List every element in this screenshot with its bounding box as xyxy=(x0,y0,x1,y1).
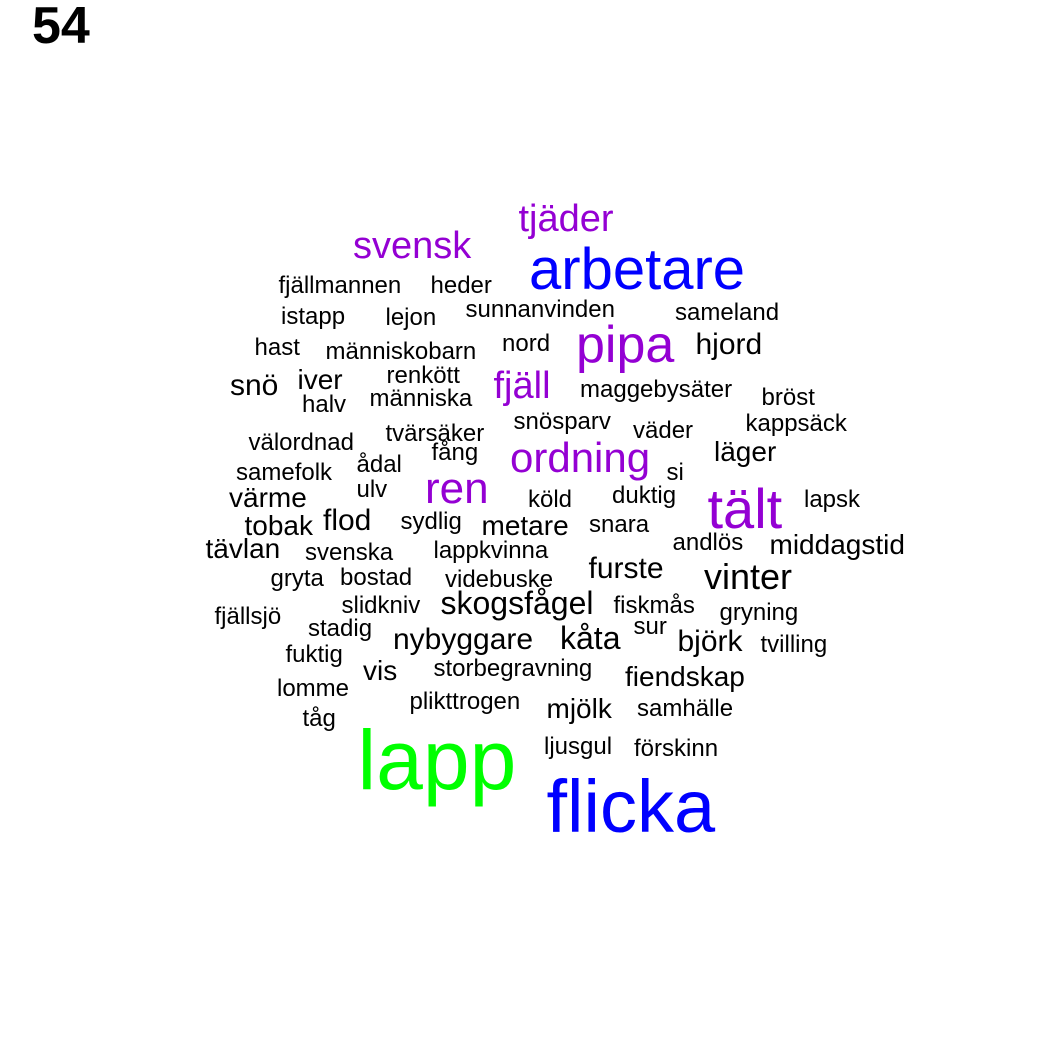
word-2: arbetare xyxy=(529,237,746,302)
word-8: sameland xyxy=(675,299,780,326)
word-6: lejon xyxy=(385,304,437,331)
page-number-label: 54 xyxy=(32,0,90,55)
word-75: lapp xyxy=(357,713,517,807)
word-32: si xyxy=(666,459,684,486)
word-38: tält xyxy=(707,477,783,540)
word-29: läger xyxy=(714,436,777,467)
word-47: tävlan xyxy=(205,533,281,564)
word-48: svenska xyxy=(305,539,394,566)
word-11: nord xyxy=(502,330,551,357)
word-9: hast xyxy=(254,334,300,361)
word-58: gryning xyxy=(719,599,799,626)
word-65: tvilling xyxy=(760,631,828,658)
word-74: tåg xyxy=(302,705,336,732)
word-3: fjällmannen xyxy=(278,272,402,299)
word-53: bostad xyxy=(340,564,413,591)
word-54: videbuske xyxy=(445,566,554,593)
word-18: maggebysäter xyxy=(580,376,733,403)
word-42: sydlig xyxy=(400,508,462,535)
word-24: välordnad xyxy=(248,429,354,456)
word-62: kåta xyxy=(560,620,621,656)
word-77: förskinn xyxy=(634,735,719,762)
word-17: fjäll xyxy=(493,365,551,407)
word-49: lappkvinna xyxy=(433,537,549,564)
word-33: värme xyxy=(229,482,307,513)
word-13: hjord xyxy=(695,328,763,361)
word-69: fiendskap xyxy=(625,661,745,692)
word-44: snara xyxy=(589,511,650,538)
word-76: ljusgul xyxy=(544,733,613,760)
word-25: tvärsäker xyxy=(385,420,485,447)
word-4: heder xyxy=(430,272,492,299)
word-63: sur xyxy=(633,613,667,640)
word-55: slidkniv xyxy=(341,592,421,619)
word-66: fuktig xyxy=(285,641,343,668)
word-51: vinter xyxy=(704,556,793,597)
word-0: tjäder xyxy=(518,198,614,240)
word-70: lomme xyxy=(277,675,350,702)
word-5: istapp xyxy=(281,303,346,330)
word-30: samefolk xyxy=(236,459,333,486)
word-45: andlös xyxy=(672,529,744,556)
word-67: vis xyxy=(363,655,398,686)
word-28: ordning xyxy=(510,434,651,481)
word-59: fjällsjö xyxy=(214,603,282,630)
word-39: lapsk xyxy=(804,486,861,513)
word-16: renkött xyxy=(386,362,460,389)
word-78: flicka xyxy=(546,765,716,848)
word-72: mjölk xyxy=(546,693,612,724)
word-14: snö xyxy=(230,369,279,402)
word-1: svensk xyxy=(353,225,472,267)
word-7: sunnanvinden xyxy=(465,296,615,323)
word-15: iver xyxy=(297,364,343,395)
word-71: plikttrogen xyxy=(409,688,521,715)
word-35: ren xyxy=(425,464,489,513)
word-34: ulv xyxy=(356,476,388,503)
word-22: snösparv xyxy=(513,408,611,435)
word-20: halv xyxy=(302,391,347,418)
word-60: stadig xyxy=(308,615,373,642)
word-37: duktig xyxy=(612,482,677,509)
word-64: björk xyxy=(677,625,743,658)
word-27: fång xyxy=(431,439,479,466)
word-12: pipa xyxy=(576,316,675,374)
word-40: tobak xyxy=(244,510,314,541)
word-56: skogsfågel xyxy=(440,585,594,621)
word-46: middagstid xyxy=(769,529,905,560)
word-52: gryta xyxy=(270,565,324,592)
word-26: väder xyxy=(633,417,694,444)
word-61: nybyggare xyxy=(393,623,534,656)
word-68: storbegravning xyxy=(433,655,593,682)
word-10: människobarn xyxy=(325,338,477,365)
word-73: samhälle xyxy=(637,695,734,722)
word-36: köld xyxy=(528,486,573,513)
word-41: flod xyxy=(323,504,372,537)
word-43: metare xyxy=(481,510,569,541)
word-31: ådal xyxy=(356,451,402,478)
word-57: fiskmås xyxy=(613,592,695,619)
word-21: människa xyxy=(369,385,473,412)
word-23: kappsäck xyxy=(745,410,847,437)
word-50: furste xyxy=(588,552,664,585)
word-19: bröst xyxy=(761,384,815,411)
